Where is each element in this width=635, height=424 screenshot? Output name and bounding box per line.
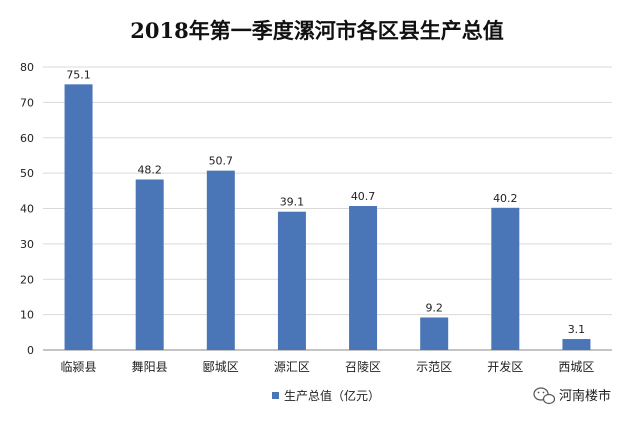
data-label: 3.1 bbox=[568, 323, 586, 336]
x-tick-label: 源汇区 bbox=[274, 360, 310, 374]
bar bbox=[491, 207, 520, 350]
data-label: 9.2 bbox=[425, 301, 443, 314]
data-label: 40.7 bbox=[351, 190, 376, 203]
data-label: 39.1 bbox=[280, 196, 305, 209]
data-label: 75.1 bbox=[66, 68, 91, 81]
grid-lines bbox=[43, 66, 612, 351]
y-tick-label: 30 bbox=[20, 238, 34, 251]
legend-swatch bbox=[272, 392, 279, 399]
y-tick-label: 20 bbox=[20, 273, 34, 286]
watermark-brand: 河南楼市 bbox=[559, 388, 611, 404]
bar bbox=[206, 170, 235, 350]
data-label: 40.2 bbox=[493, 192, 518, 205]
y-tick-label: 40 bbox=[20, 203, 34, 216]
x-tick-label: 郾城区 bbox=[203, 360, 239, 374]
y-tick-label: 80 bbox=[20, 61, 34, 74]
x-axis-categories: 临颍县 舞阳县 郾城区 源汇区 召陵区 示范区 开发区 西城区 bbox=[61, 359, 595, 374]
y-tick-label: 60 bbox=[20, 132, 34, 145]
x-tick-label: 舞阳县 bbox=[132, 360, 168, 374]
x-tick-label: 示范区 bbox=[416, 360, 452, 374]
bars bbox=[64, 84, 591, 351]
data-label: 50.7 bbox=[209, 155, 234, 168]
bar bbox=[562, 339, 591, 350]
y-tick-label: 10 bbox=[20, 309, 34, 322]
x-tick-label: 开发区 bbox=[487, 359, 523, 374]
bar bbox=[64, 84, 93, 351]
x-tick-label: 召陵区 bbox=[345, 360, 381, 374]
bar bbox=[420, 317, 449, 350]
legend-label: 生产总值（亿元） bbox=[284, 388, 380, 403]
y-tick-label: 50 bbox=[20, 167, 34, 180]
chart-title: 2018年第一季度漯河市各区县生产总值 bbox=[130, 18, 503, 43]
y-tick-label: 0 bbox=[27, 344, 34, 357]
y-tick-label: 70 bbox=[20, 96, 34, 109]
bar bbox=[135, 179, 164, 350]
data-labels: 75.1 48.2 50.7 39.1 40.7 9.2 40.2 3.1 bbox=[66, 68, 585, 336]
wechat-icon bbox=[533, 387, 556, 405]
x-tick-label: 西城区 bbox=[558, 360, 594, 374]
bar bbox=[277, 211, 306, 350]
legend: 生产总值（亿元） bbox=[272, 388, 380, 403]
y-axis-ticks: 0 10 20 30 40 50 60 70 80 bbox=[20, 61, 34, 357]
x-tick-label: 临颍县 bbox=[61, 360, 97, 374]
data-label: 48.2 bbox=[137, 163, 162, 176]
bar bbox=[349, 206, 378, 350]
watermark-badge: 河南楼市 bbox=[533, 387, 611, 405]
